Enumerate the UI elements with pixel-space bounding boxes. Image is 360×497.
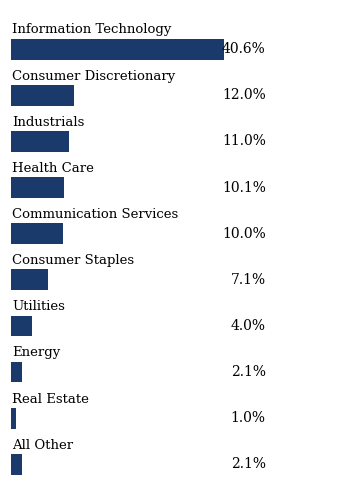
Text: 1.0%: 1.0% xyxy=(231,411,266,425)
Text: 7.1%: 7.1% xyxy=(231,273,266,287)
Text: 10.1%: 10.1% xyxy=(222,180,266,194)
Text: Health Care: Health Care xyxy=(12,162,94,175)
Text: 2.1%: 2.1% xyxy=(231,457,266,471)
Text: 11.0%: 11.0% xyxy=(222,134,266,149)
Text: 40.6%: 40.6% xyxy=(222,42,266,56)
Text: Consumer Staples: Consumer Staples xyxy=(12,254,135,267)
Text: Industrials: Industrials xyxy=(12,116,85,129)
Text: Consumer Discretionary: Consumer Discretionary xyxy=(12,70,176,83)
Text: Real Estate: Real Estate xyxy=(12,393,89,406)
Bar xyxy=(11,362,22,383)
Text: 2.1%: 2.1% xyxy=(231,365,266,379)
Text: 12.0%: 12.0% xyxy=(222,88,266,102)
Bar xyxy=(11,177,64,198)
Text: 4.0%: 4.0% xyxy=(231,319,266,333)
Bar xyxy=(11,408,16,428)
Text: Energy: Energy xyxy=(12,346,60,359)
Bar xyxy=(11,39,224,60)
Text: Information Technology: Information Technology xyxy=(12,23,172,36)
Bar xyxy=(11,85,74,106)
Text: 10.0%: 10.0% xyxy=(222,227,266,241)
Bar xyxy=(11,223,63,244)
Text: Communication Services: Communication Services xyxy=(12,208,179,221)
Bar xyxy=(11,131,69,152)
Text: All Other: All Other xyxy=(12,439,73,452)
Bar xyxy=(11,269,48,290)
Bar xyxy=(11,316,32,336)
Bar xyxy=(11,454,22,475)
Text: Utilities: Utilities xyxy=(12,300,65,313)
